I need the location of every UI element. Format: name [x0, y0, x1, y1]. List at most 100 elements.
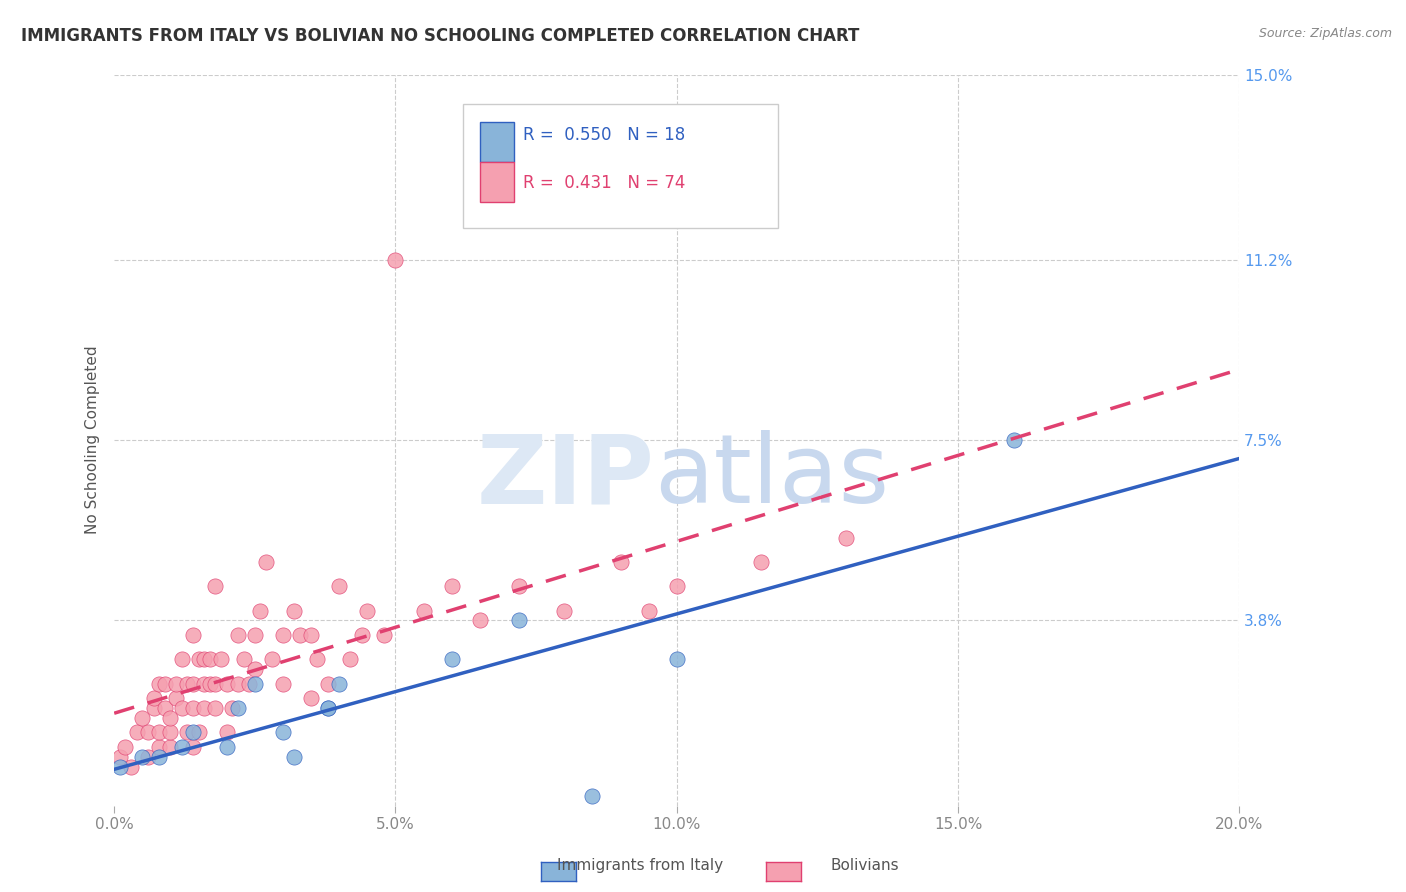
Point — [226, 677, 249, 691]
Point — [181, 701, 204, 715]
Point — [356, 604, 378, 618]
Text: IMMIGRANTS FROM ITALY VS BOLIVIAN NO SCHOOLING COMPLETED CORRELATION CHART: IMMIGRANTS FROM ITALY VS BOLIVIAN NO SCH… — [21, 27, 859, 45]
Point — [193, 652, 215, 666]
Text: Immigrants from Italy: Immigrants from Italy — [557, 858, 723, 872]
Point — [108, 749, 131, 764]
Point — [749, 555, 772, 569]
Point — [299, 628, 322, 642]
Point — [153, 677, 176, 691]
Point — [204, 677, 226, 691]
Point — [165, 691, 187, 706]
Point — [350, 628, 373, 642]
Y-axis label: No Schooling Completed: No Schooling Completed — [86, 346, 100, 534]
Point — [148, 740, 170, 755]
Point — [665, 579, 688, 593]
Text: atlas: atlas — [654, 430, 890, 523]
Point — [187, 652, 209, 666]
Point — [232, 652, 254, 666]
Point — [142, 691, 165, 706]
Point — [316, 701, 339, 715]
Point — [204, 579, 226, 593]
Point — [283, 604, 305, 618]
Point — [125, 725, 148, 739]
Point — [181, 677, 204, 691]
Text: ZIP: ZIP — [477, 430, 654, 523]
Point — [136, 725, 159, 739]
Point — [553, 604, 575, 618]
Point — [609, 555, 631, 569]
Point — [328, 579, 350, 593]
Point — [834, 531, 856, 545]
Point — [339, 652, 361, 666]
Point — [209, 652, 232, 666]
Point — [226, 628, 249, 642]
Point — [283, 749, 305, 764]
Point — [637, 604, 659, 618]
Point — [305, 652, 328, 666]
Point — [271, 725, 294, 739]
Point — [581, 789, 603, 803]
Point — [181, 725, 204, 739]
Point — [243, 628, 266, 642]
Point — [142, 701, 165, 715]
Point — [373, 628, 395, 642]
Point — [243, 662, 266, 676]
Point — [176, 677, 198, 691]
Point — [508, 614, 530, 628]
Point — [665, 652, 688, 666]
Point — [159, 725, 181, 739]
Point — [153, 701, 176, 715]
Point — [1002, 433, 1025, 447]
Point — [114, 740, 136, 755]
Point — [148, 749, 170, 764]
Point — [508, 579, 530, 593]
Point — [468, 614, 491, 628]
Point — [108, 759, 131, 773]
Point — [316, 677, 339, 691]
Point — [299, 691, 322, 706]
FancyBboxPatch shape — [463, 103, 778, 228]
Point — [198, 652, 221, 666]
Point — [170, 701, 193, 715]
Point — [176, 725, 198, 739]
Point — [181, 628, 204, 642]
Text: R =  0.550   N = 18: R = 0.550 N = 18 — [523, 127, 685, 145]
FancyBboxPatch shape — [479, 122, 513, 162]
Point — [181, 740, 204, 755]
Point — [120, 759, 142, 773]
Point — [221, 701, 243, 715]
FancyBboxPatch shape — [479, 162, 513, 202]
Point — [136, 749, 159, 764]
Point — [198, 677, 221, 691]
Point — [316, 701, 339, 715]
Point — [170, 740, 193, 755]
Point — [131, 711, 153, 725]
Point — [148, 725, 170, 739]
Point — [187, 725, 209, 739]
Point — [215, 677, 238, 691]
Point — [288, 628, 311, 642]
Point — [440, 652, 463, 666]
Text: R =  0.431   N = 74: R = 0.431 N = 74 — [523, 174, 685, 192]
Point — [159, 740, 181, 755]
Point — [271, 677, 294, 691]
Point — [328, 677, 350, 691]
Point — [384, 252, 406, 267]
Point — [131, 749, 153, 764]
Point — [260, 652, 283, 666]
Text: Source: ZipAtlas.com: Source: ZipAtlas.com — [1258, 27, 1392, 40]
Point — [412, 604, 434, 618]
Point — [215, 740, 238, 755]
Text: Bolivians: Bolivians — [831, 858, 898, 872]
Point — [159, 711, 181, 725]
Point — [148, 677, 170, 691]
Point — [193, 677, 215, 691]
Point — [193, 701, 215, 715]
Point — [215, 725, 238, 739]
Point — [249, 604, 271, 618]
Point — [226, 701, 249, 715]
Point — [271, 628, 294, 642]
Point — [440, 579, 463, 593]
Point — [254, 555, 277, 569]
Point — [170, 652, 193, 666]
